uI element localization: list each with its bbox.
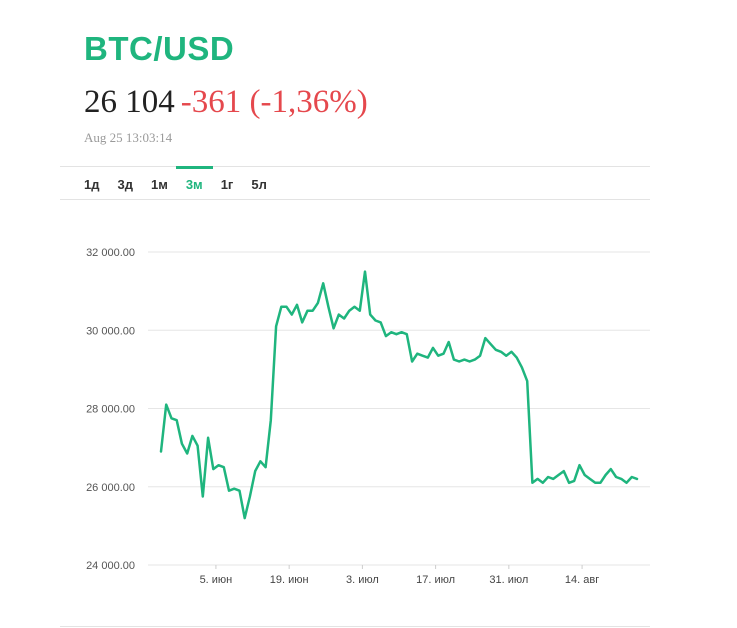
tab-1d[interactable]: 1д [84,177,100,192]
tab-3d[interactable]: 3д [117,177,133,192]
tab-1m[interactable]: 1м [150,177,168,192]
pair-title: BTC/USD [84,30,235,67]
tabs-bottom-divider [60,199,650,200]
quote-timestamp: Aug 25 13:03:14 [84,130,173,145]
price-change: -361 (-1,36%) [180,84,368,120]
tabs-top-divider [60,166,650,167]
timeframe-tabs: 1д 3д 1м 3м 1г 5л [84,166,285,197]
x-tick-label: 3. июл [346,574,379,586]
y-tick-label: 32 000.00 [86,247,135,259]
y-tick-label: 30 000.00 [86,325,135,337]
x-tick-label: 17. июл [416,574,455,586]
y-tick-label: 28 000.00 [86,404,135,416]
x-tick-label: 31. июл [489,574,528,586]
price-series-line [159,270,639,520]
current-price: 26 104 [84,84,175,120]
tab-1y[interactable]: 1г [220,177,234,192]
x-tick-label: 14. авг [565,574,599,586]
y-tick-label: 26 000.00 [86,482,135,494]
quote-row: 26 104 -361 (-1,36%) [84,84,368,121]
tab-5y[interactable]: 5л [251,177,267,192]
x-tick-label: 5. июн [200,574,233,586]
chart-bottom-divider [60,626,650,627]
tab-3m[interactable]: 3м [175,166,213,197]
x-tick-label: 19. июн [270,574,309,586]
y-tick-label: 24 000.00 [86,560,135,572]
price-chart: 24 000.00 26 000.00 28 000.00 30 000.00 32 0… [86,247,650,586]
